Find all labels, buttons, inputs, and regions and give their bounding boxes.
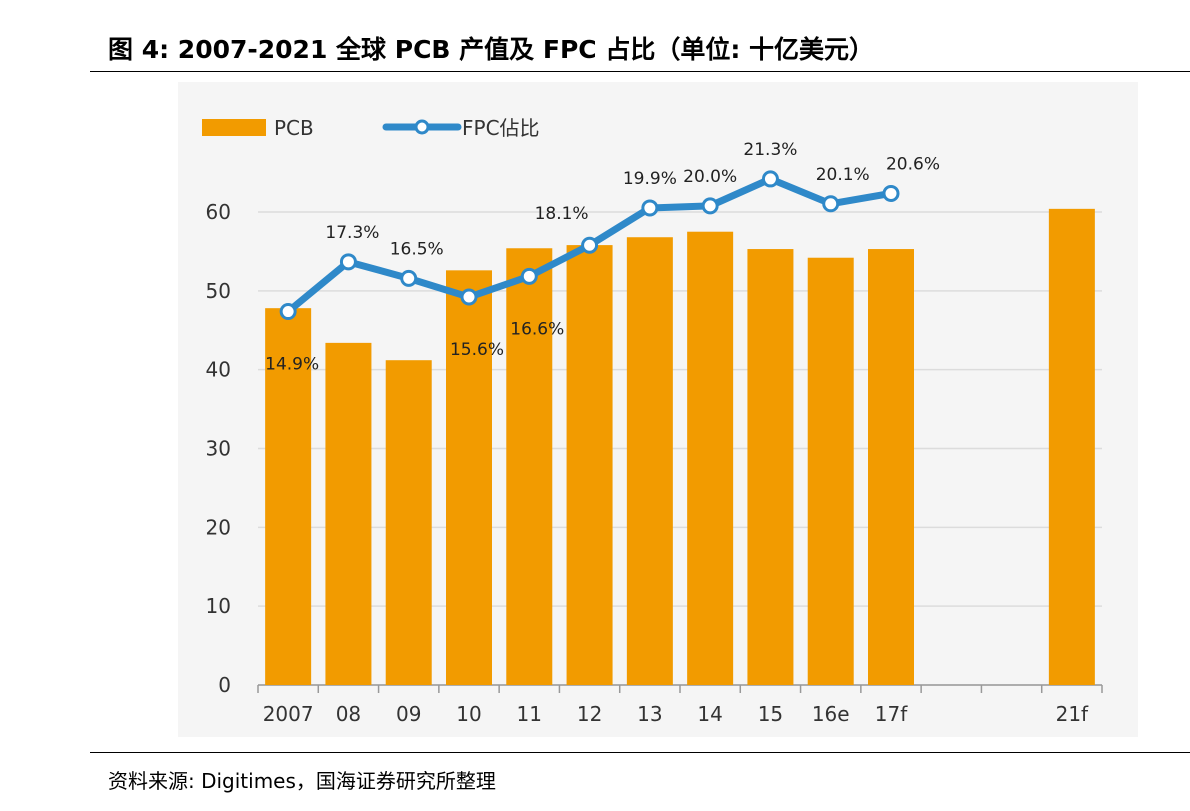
x-tick-label: 09 [396,702,421,726]
fpc-share-point [339,253,357,271]
pcb-bar-11 [506,248,553,685]
x-tick-label: 11 [517,702,542,726]
legend-label-pcb: PCB [274,116,314,140]
fpc-data-label: 17.3% [325,223,379,243]
x-tick-label: 17f [875,702,908,726]
pcb-bar-09 [385,360,432,685]
y-tick-label: 10 [206,594,231,618]
pcb-bar-14 [687,231,734,686]
fpc-data-label: 14.9% [265,355,319,375]
legend-label-fpc: FPC佔比 [462,116,540,140]
fpc-share-point [581,236,599,254]
fpc-data-label: 16.5% [390,239,444,259]
x-tick-label: 08 [336,702,361,726]
pcb-bar-2007 [265,308,312,685]
pcb-bar-12 [566,245,613,686]
fpc-share-point [822,195,840,213]
fpc-share-point [761,170,779,188]
pcb-bar-08 [325,342,372,685]
fpc-data-label: 16.6% [510,319,564,339]
chart-area: 0 10 20 30 40 50 60 2007 08 09 10 11 12 13 14 15 16e 17f 2… [178,82,1138,737]
y-tick-label: 50 [206,279,231,303]
pcb-bar-15 [747,249,794,685]
x-tick-label: 13 [637,702,662,726]
x-tick-label: 10 [456,702,481,726]
fpc-data-label: 15.6% [450,340,504,360]
legend-swatch-pcb [202,119,266,136]
y-tick-label: 30 [206,437,231,461]
pcb-bar-16e [807,257,854,685]
pcb-bar-10 [446,270,492,685]
source-note: 资料来源: Digitimes，国海证券研究所整理 [108,769,496,793]
fpc-share-point [460,288,478,306]
figure-title: 图 4: 2007-2021 全球 PCB 产值及 FPC 占比（单位: 十亿美… [108,35,875,64]
x-tick-label: 14 [697,702,722,726]
fpc-data-label: 20.6% [886,154,940,174]
pcb-bar-13 [626,237,673,685]
combo-chart: 0 10 20 30 40 50 60 2007 08 09 10 11 12 13 14 15 16e 17f 2… [202,116,1103,726]
fpc-share-point [400,269,418,287]
fpc-share-point [882,184,900,202]
x-tick-label: 16e [812,702,850,726]
y-tick-label: 20 [206,515,231,539]
bottom-rule [90,752,1190,753]
y-tick-label: 0 [218,673,231,697]
fpc-share-point [279,303,297,321]
pcb-bar-21f [1048,208,1095,685]
legend-swatch-fpc-point [414,119,430,135]
pcb-bar-17f [868,249,914,685]
x-tick-label: 12 [577,702,602,726]
fpc-share-point [701,197,719,215]
fpc-data-label: 20.0% [683,167,737,187]
x-tick-label: 21f [1056,702,1089,726]
fpc-data-label: 21.3% [743,140,797,160]
x-tick-label: 2007 [263,702,314,726]
top-rule [90,71,1190,72]
fpc-data-label: 20.1% [816,165,870,185]
fpc-share-point [520,267,538,285]
y-tick-label: 60 [206,200,231,224]
fpc-share-point [641,199,659,217]
y-tick-label: 40 [206,358,231,382]
x-tick-label: 15 [758,702,783,726]
fpc-data-label: 18.1% [535,204,589,224]
fpc-data-label: 19.9% [623,169,677,189]
